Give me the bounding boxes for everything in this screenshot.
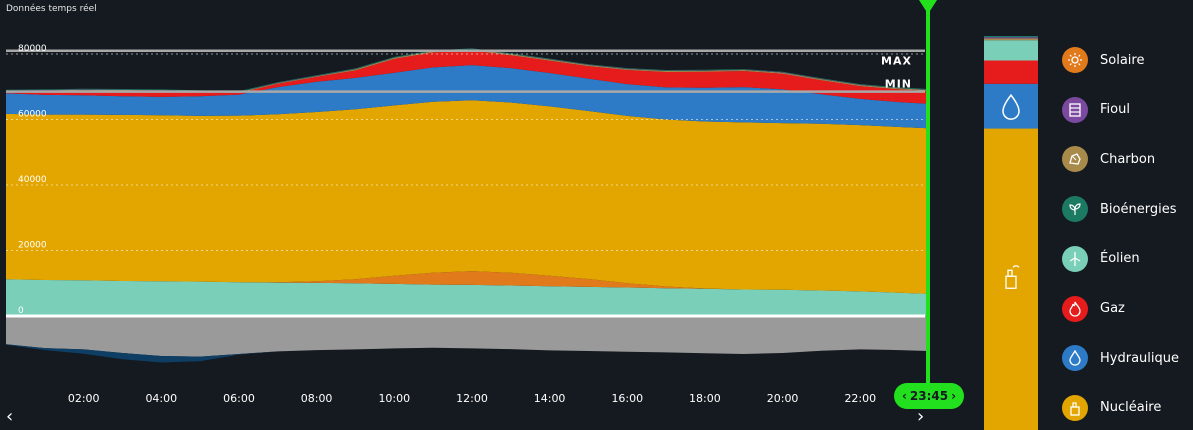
water-drop-icon (1062, 345, 1088, 372)
current-mix-bar (984, 36, 1038, 430)
mix-segment-nucléaire (984, 128, 1038, 430)
x-axis: 02:00 04:00 06:00 08:00 10:00 12:00 14:00 16:00… (68, 392, 876, 405)
y-tick-label: 80000 (18, 44, 47, 54)
chevron-left-icon[interactable]: ‹ (901, 389, 907, 403)
legend-label: Hydraulique (1100, 350, 1179, 366)
mix-segment-charbon (984, 38, 1038, 41)
reference-label: MAX (881, 55, 912, 68)
mix-segment-bioénergies (984, 36, 1038, 38)
oil-tank-icon (1062, 96, 1088, 123)
mix-segment-fioul (984, 37, 1038, 39)
legend-item-fioul[interactable]: Fioul (1062, 96, 1193, 124)
legend-item-hydraulique[interactable]: Hydraulique (1062, 344, 1193, 372)
legend-item-bioénergies[interactable]: Bioénergies (1062, 195, 1193, 223)
x-tick-label: 16:00 (611, 392, 643, 405)
area-solaire (6, 271, 929, 294)
x-tick-label: 06:00 (223, 392, 255, 405)
legend-item-charbon[interactable]: Charbon (1062, 145, 1193, 173)
chart-areas (6, 48, 929, 363)
leaf-icon (1062, 196, 1088, 223)
nuclear-plant-icon (1062, 394, 1088, 421)
chevron-right-icon[interactable]: › (951, 389, 957, 403)
legend-label: Fioul (1100, 102, 1130, 118)
y-tick-label: 0 (18, 306, 24, 316)
x-tick-label: 08:00 (301, 392, 333, 405)
x-tick-label: 10:00 (378, 392, 410, 405)
previous-day-button[interactable]: ‹ (6, 406, 14, 427)
y-tick-label: 40000 (18, 175, 47, 185)
time-cursor (919, 0, 937, 385)
chart-grid (6, 53, 925, 318)
legend-item-éolien[interactable]: Éolien (1062, 245, 1193, 273)
page-title: Données temps réel (6, 4, 97, 14)
mix-segment-hydraulique (984, 83, 1038, 129)
mix-segment-gaz (984, 60, 1038, 84)
mix-segment-éolien (984, 40, 1038, 61)
flame-icon (1062, 295, 1088, 322)
legend-item-solaire[interactable]: Solaire (1062, 46, 1193, 74)
legend-item-gaz[interactable]: Gaz (1062, 295, 1193, 323)
x-tick-label: 04:00 (145, 392, 177, 405)
x-tick-label: 18:00 (689, 392, 721, 405)
legend-label: Nucléaire (1100, 400, 1162, 416)
water-drop-icon (1002, 93, 1020, 120)
legend-label: Gaz (1100, 301, 1125, 316)
cursor-handle (919, 0, 937, 14)
y-axis: 0 20000 40000 60000 80000 (18, 44, 47, 316)
legend-label: Solaire (1100, 52, 1145, 68)
y-tick-label: 20000 (18, 241, 47, 251)
area-nucléaire (6, 100, 929, 294)
x-tick-label: 12:00 (456, 392, 488, 405)
legend-item-nucléaire[interactable]: Nucléaire (1062, 394, 1193, 422)
reference-label: MIN (885, 78, 912, 91)
y-tick-label: 60000 (18, 110, 47, 120)
next-day-button[interactable]: › (917, 406, 925, 427)
legend-label: Charbon (1100, 151, 1156, 167)
legend-label: Bioénergies (1100, 201, 1177, 217)
x-tick-label: 20:00 (767, 392, 799, 405)
sun-icon (1062, 47, 1088, 73)
area-échanges (6, 316, 929, 357)
reference-lines: MAX MIN (6, 49, 925, 93)
x-tick-label: 22:00 (844, 392, 876, 405)
nuclear-plant-icon (1005, 265, 1020, 289)
x-tick-label: 02:00 (68, 392, 100, 405)
time-cursor-label[interactable]: ‹ 23:45 › (894, 383, 964, 409)
area-gaz (6, 50, 929, 104)
legend-label: Éolien (1100, 251, 1140, 267)
coal-icon (1062, 146, 1088, 173)
x-tick-label: 14:00 (534, 392, 566, 405)
current-time: 23:45 (909, 389, 949, 403)
area-éolien (6, 279, 929, 316)
area-hydraulique (6, 65, 929, 129)
wind-turbine-icon (1062, 245, 1088, 272)
